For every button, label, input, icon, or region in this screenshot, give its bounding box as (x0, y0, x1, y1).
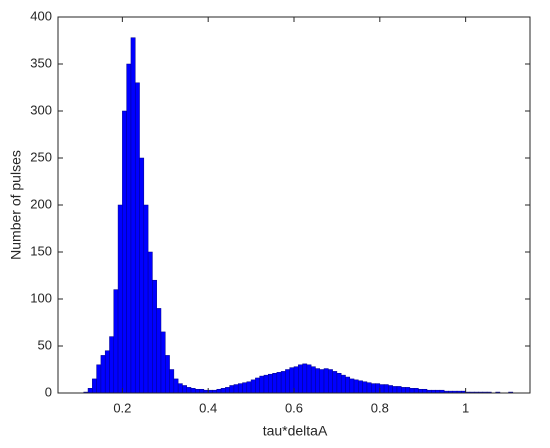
bar (280, 371, 286, 394)
bar (220, 388, 226, 394)
bar (173, 378, 179, 394)
bar (250, 379, 256, 394)
bar (328, 369, 333, 394)
bar (165, 355, 170, 394)
bar (182, 385, 187, 394)
bar (302, 363, 308, 394)
bar (92, 378, 97, 394)
bar (375, 383, 381, 394)
bar (332, 371, 338, 394)
bar (147, 251, 153, 394)
y-tick-label: 400 (30, 8, 52, 23)
bar (117, 204, 123, 394)
bar (418, 388, 423, 394)
bar (401, 387, 406, 394)
bar (349, 378, 355, 394)
bar (130, 37, 136, 394)
bar (366, 382, 372, 394)
bar (298, 364, 303, 394)
bar (310, 366, 316, 394)
x-tick-label: 1 (462, 400, 469, 415)
bar (216, 388, 222, 394)
bar (396, 386, 402, 394)
bar (409, 388, 415, 394)
bar (413, 388, 419, 394)
bar (199, 388, 205, 394)
x-tick-label: 0.2 (113, 400, 131, 415)
bar (272, 373, 278, 394)
y-tick-label: 250 (30, 149, 52, 164)
bar (237, 383, 243, 394)
y-tick-label: 350 (30, 55, 52, 70)
bar (345, 376, 351, 394)
bar (370, 383, 376, 394)
bar (259, 375, 265, 394)
bar (246, 381, 252, 394)
bar (229, 385, 235, 394)
bar (268, 373, 273, 394)
bar (104, 350, 110, 394)
bar (379, 384, 385, 394)
bar (319, 369, 325, 394)
y-tick-label: 300 (30, 102, 52, 117)
bar (276, 372, 282, 394)
bar (134, 82, 140, 394)
bar (388, 385, 393, 394)
bar (233, 384, 239, 394)
bar (289, 367, 295, 394)
bar (152, 279, 157, 394)
x-tick-label: 0.8 (371, 400, 389, 415)
bar (122, 110, 127, 394)
bar (177, 383, 183, 394)
y-tick-label: 150 (30, 243, 52, 258)
bar (113, 289, 119, 394)
bar (242, 382, 248, 394)
bar (285, 369, 290, 394)
y-tick-label: 0 (45, 384, 52, 399)
bar (362, 381, 368, 394)
bar (160, 331, 166, 394)
bar (392, 386, 398, 394)
y-axis-label: Number of pulses (8, 150, 24, 260)
bar (109, 336, 115, 394)
bar (156, 308, 162, 394)
y-tick-label: 50 (38, 337, 52, 352)
x-tick-label: 0.4 (199, 400, 217, 415)
bar (336, 373, 342, 394)
y-tick-label: 200 (30, 196, 52, 211)
bar (293, 366, 299, 394)
bar (100, 355, 106, 394)
bar (195, 388, 200, 394)
bar (358, 380, 363, 394)
bar (383, 384, 389, 394)
bar (405, 387, 411, 394)
bar (126, 63, 132, 394)
bar (143, 204, 149, 394)
y-tick-label: 100 (30, 290, 52, 305)
bar (306, 364, 312, 394)
bar (340, 374, 346, 394)
bar (422, 388, 428, 394)
bar (315, 368, 320, 394)
bar (169, 369, 175, 394)
x-tick-label: 0.6 (285, 400, 303, 415)
bar (96, 364, 102, 394)
bar (190, 388, 196, 394)
bar (186, 387, 192, 394)
bar (323, 368, 329, 394)
bar (255, 377, 260, 394)
x-axis-label: tau*deltaA (263, 423, 328, 439)
bar (225, 387, 230, 394)
bar (353, 379, 359, 394)
bar (263, 374, 269, 394)
bar (87, 388, 93, 394)
bar (139, 157, 145, 394)
